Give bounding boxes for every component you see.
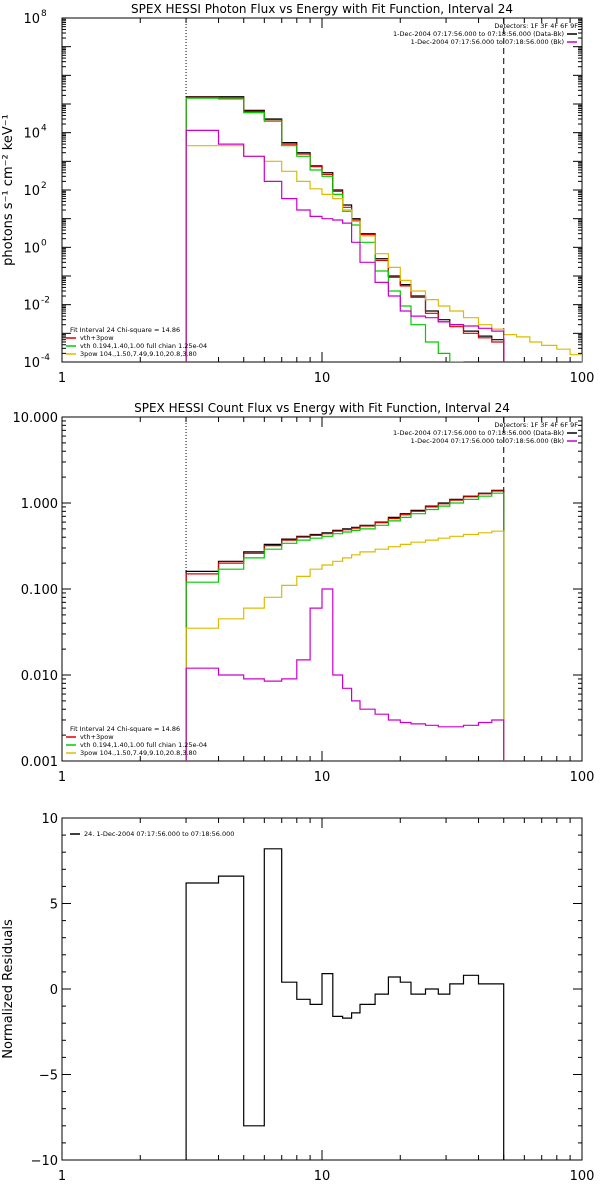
legend-entry: 3pow 104.,1.50,7.49,9.10,20.8,3.80 bbox=[80, 749, 197, 757]
series-histogram-0 bbox=[185, 96, 505, 362]
y-axis-label: photons s⁻¹ cm⁻² keV⁻¹ bbox=[1, 114, 16, 266]
y-tick-label: 10 bbox=[23, 241, 40, 256]
x-tick-label: 10 bbox=[314, 770, 331, 785]
y-tick-label: 10 bbox=[23, 184, 40, 199]
series-histogram-2 bbox=[185, 492, 505, 761]
y-tick-label: 10 bbox=[41, 812, 58, 827]
y-tick-exponent: 2 bbox=[41, 181, 47, 191]
y-tick-label: 10 bbox=[23, 356, 40, 371]
series-histogram-3 bbox=[185, 530, 505, 761]
legend-entry: 24. 1-Dec-2004 07:17:56.000 to 07:18:56.… bbox=[84, 830, 234, 838]
series-histogram-4 bbox=[185, 129, 505, 362]
y-tick-label: 10 bbox=[23, 299, 40, 314]
chart-title: SPEX HESSI Count Flux vs Energy with Fit… bbox=[134, 401, 510, 415]
legend-entry: 1-Dec-2004 07:17:56.000 to 07:18:56.000 … bbox=[411, 437, 564, 445]
y-tick-label: −10 bbox=[31, 1154, 58, 1169]
legend-entry: vth 0.194,1.40,1.00 full chian 1.25e-04 bbox=[80, 342, 207, 350]
y-tick-label: 10 bbox=[23, 12, 40, 27]
y-tick-label: −5 bbox=[39, 1069, 58, 1084]
y-axis-label: Normalized Residuals bbox=[1, 919, 16, 1059]
legend-entry: vth 0.194,1.40,1.00 full chian 1.25e-04 bbox=[80, 741, 207, 749]
chart-title: SPEX HESSI Photon Flux vs Energy with Fi… bbox=[131, 2, 513, 16]
y-tick-exponent: -2 bbox=[41, 296, 50, 306]
legend-entry: vth+3pow bbox=[80, 334, 114, 342]
x-tick-label: 100 bbox=[570, 1169, 595, 1184]
x-tick-label: 10 bbox=[314, 371, 331, 386]
series-histogram-4 bbox=[185, 588, 505, 761]
legend-entry: 1-Dec-2004 07:17:56.000 to 07:18:56.000 … bbox=[393, 429, 564, 437]
legend-entry: 1-Dec-2004 07:17:56.000 to 07:18:56.000 … bbox=[411, 38, 564, 46]
y-tick-exponent: -4 bbox=[41, 353, 50, 363]
x-tick-label: 10 bbox=[314, 1169, 331, 1184]
residuals-panel: 1 10 100 −10 −5 0 5 10 Normalized Residuals 24. 1… bbox=[1, 812, 594, 1184]
y-tick-exponent: 4 bbox=[41, 124, 47, 134]
y-tick-label: 5 bbox=[50, 898, 58, 913]
y-tick-label: 0.010 bbox=[21, 669, 58, 684]
photon-flux-panel: SPEX HESSI Photon Flux vs Energy with Fi… bbox=[1, 2, 594, 386]
legend-entry: Detectors: 1F 3F 4F 6F 9F bbox=[494, 421, 578, 429]
legend-entry: 3pow 104.,1.50,7.49,9.10,20.8,3.80 bbox=[80, 350, 197, 358]
legend-entry: 1-Dec-2004 07:17:56.000 to 07:18:56.000 … bbox=[393, 30, 564, 38]
series-histogram-1 bbox=[185, 490, 505, 761]
series-histogram-3 bbox=[185, 145, 582, 362]
x-tick-label: 100 bbox=[570, 371, 595, 386]
x-tick-label: 100 bbox=[570, 770, 595, 785]
x-tick-label: 1 bbox=[58, 770, 66, 785]
legend-entry: Fit Interval 24 Chi-square = 14.86 bbox=[70, 725, 180, 733]
y-tick-exponent: 8 bbox=[41, 9, 47, 19]
series-histogram-1 bbox=[185, 96, 505, 362]
legend-entry: Detectors: 1F 3F 4F 6F 9F bbox=[494, 22, 578, 30]
legend-entry: vth+3pow bbox=[80, 733, 114, 741]
y-tick-label: 1.000 bbox=[21, 497, 58, 512]
x-tick-label: 1 bbox=[58, 1169, 66, 1184]
series-histogram-0 bbox=[185, 848, 505, 1160]
series-histogram-2 bbox=[185, 97, 464, 362]
y-tick-label: 10 bbox=[23, 127, 40, 142]
y-tick-label: 0.100 bbox=[21, 583, 58, 598]
y-tick-exponent: 0 bbox=[41, 238, 47, 248]
y-tick-label: 10.000 bbox=[13, 411, 59, 426]
series-histogram-0 bbox=[185, 489, 505, 761]
count-flux-panel: SPEX HESSI Count Flux vs Energy with Fit… bbox=[13, 401, 595, 785]
x-tick-label: 1 bbox=[58, 371, 66, 386]
y-tick-label: 0 bbox=[50, 983, 58, 998]
legend-entry: Fit Interval 24 Chi-square = 14.86 bbox=[70, 326, 180, 334]
y-tick-label: 0.001 bbox=[21, 755, 58, 770]
